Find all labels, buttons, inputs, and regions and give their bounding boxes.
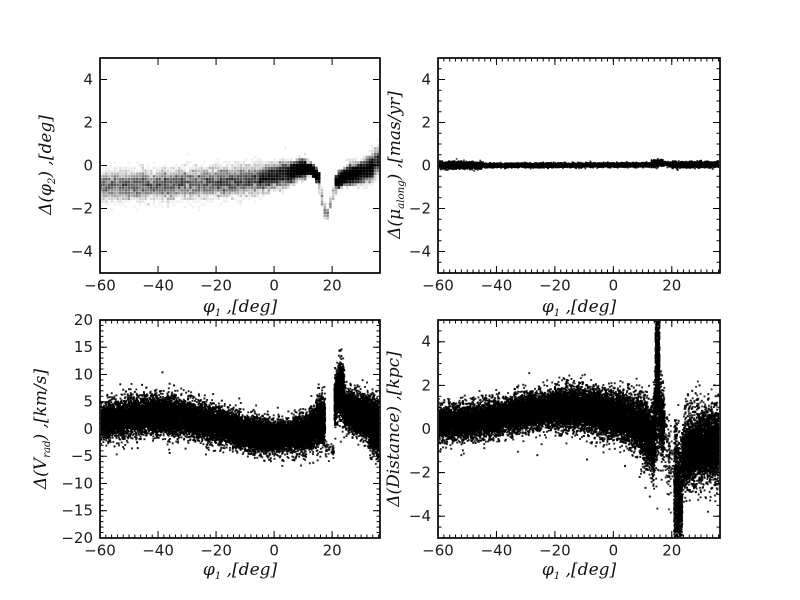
x-axis-label-top-left: φ1 ,[deg] (202, 296, 278, 320)
y-axis-label-delta-distance: Δ(Distance) ,[kpc] (384, 351, 404, 507)
x-axis-label-bottom-right: φ1 ,[deg] (541, 559, 617, 583)
panel-delta-phi2 (100, 58, 380, 273)
y-axis-label-delta-mu-along: Δ(μalong) ,[mas/yr] (384, 91, 408, 239)
y-axis-label-delta-phi2: Δ(φ2) ,[deg] (35, 115, 59, 215)
panel-delta-vrad (100, 320, 380, 538)
y-axis-label-delta-vrad: Δ(Vrad) ,[km/s] (30, 368, 54, 490)
x-axis-label-bottom-left: φ1 ,[deg] (202, 559, 278, 583)
panel-delta-distance (438, 320, 720, 538)
panel-delta-mu-along (438, 58, 720, 273)
x-axis-label-top-right: φ1 ,[deg] (541, 296, 617, 320)
